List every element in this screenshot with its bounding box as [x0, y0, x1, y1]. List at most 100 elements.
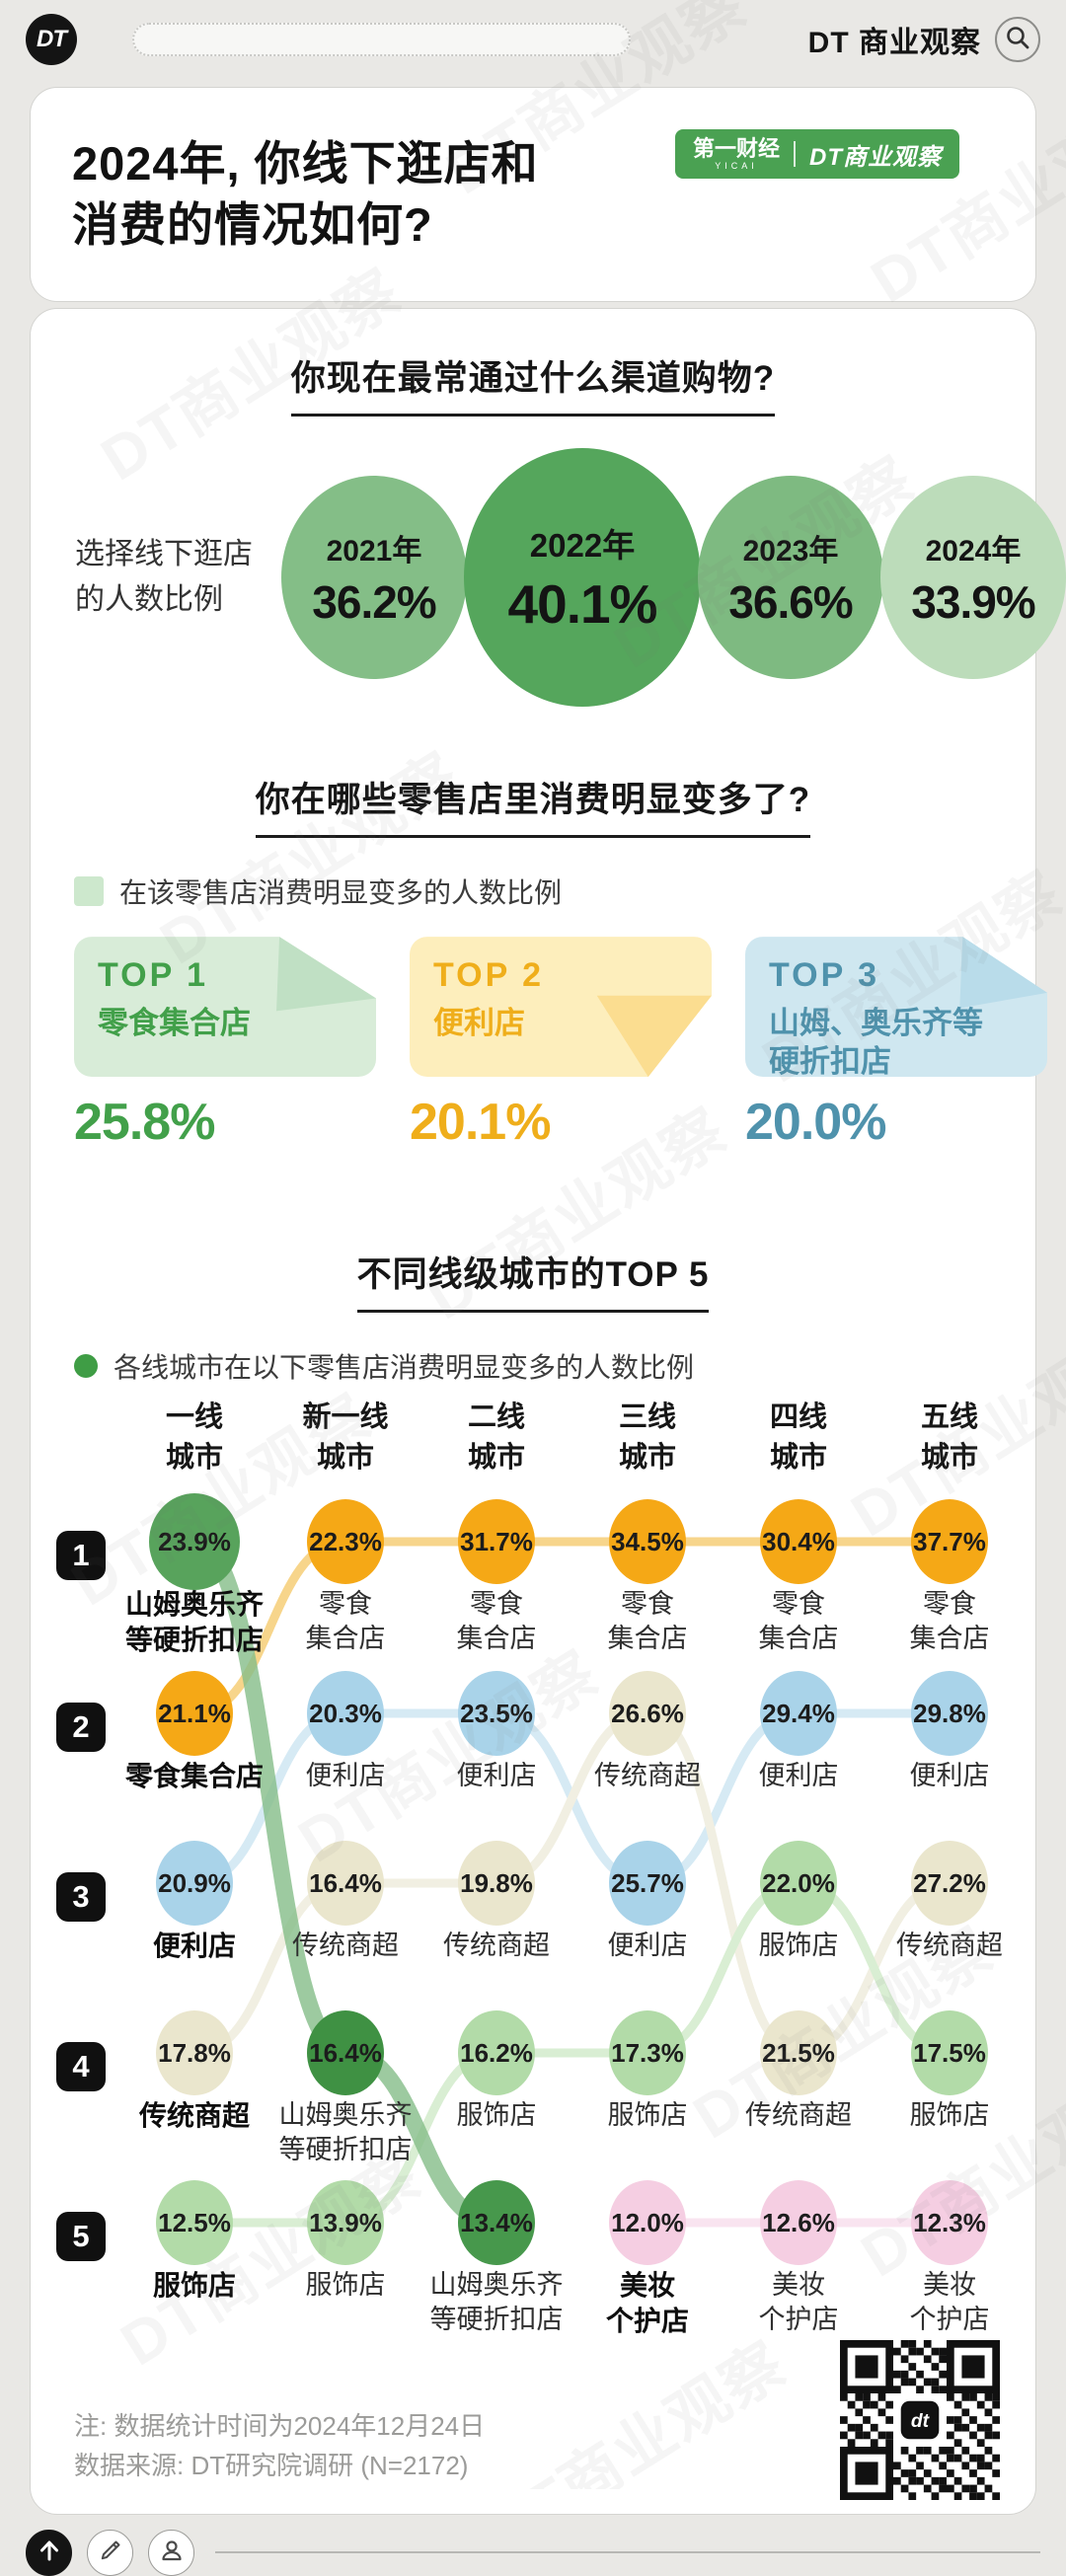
year-bubble: 2021年 36.2%	[281, 476, 467, 680]
bubble-year: 2022年	[529, 527, 636, 565]
bump-store-label: 便利店	[758, 1761, 839, 1791]
bubble-chart-side-label: 选择线下逛店 的人数比例	[75, 537, 253, 617]
legend-square-swatch	[74, 876, 104, 907]
bump-store-label: 便利店	[607, 1931, 688, 1961]
bump-circle: 17.3%	[609, 2010, 686, 2096]
bump-circle: 12.3%	[911, 2180, 988, 2266]
bump-store-label: 传统商超	[443, 1931, 550, 1961]
rank-badge: 5	[56, 2212, 106, 2262]
bump-circle: 23.9%	[149, 1493, 240, 1591]
store-name: 便利店	[433, 1006, 525, 1041]
bump-store-label: 山姆奥乐齐 等硬折扣店	[278, 2100, 413, 2165]
profile-icon	[157, 2536, 187, 2570]
page-title: 2024年, 你线下逛店和 消费的情况如何?	[72, 137, 539, 252]
bump-circle: 27.2%	[911, 1841, 988, 1927]
channel-bubble-chart: 选择线下逛店 的人数比例 2021年 36.2% 2022年 40.1% 2023年 36…	[31, 434, 1066, 720]
section2-heading: 你在哪些零售店里消费明显变多了?	[31, 772, 1035, 839]
city-tier-column-header: 二线 城市	[467, 1402, 525, 1474]
top-rank-value: 20.1%	[410, 1094, 551, 1152]
qr-code-image: dt	[840, 2339, 1000, 2500]
bump-store-label: 零食 集合店	[456, 1589, 537, 1654]
bump-circle: 31.7%	[458, 1499, 535, 1585]
bump-store-label: 零食 集合店	[758, 1589, 839, 1654]
bump-store-label: 传统商超	[594, 1761, 701, 1791]
bump-store-label: 传统商超	[292, 1931, 399, 1961]
toolbar-divider-line	[215, 2551, 1040, 2554]
publisher-badge: 第一财经 YICAI DT商业观察	[674, 129, 959, 179]
bump-store-label: 美妆 个护店	[758, 2270, 839, 2335]
bump-store-label: 便利店	[305, 1761, 386, 1791]
bubble-value: 33.9%	[911, 576, 1035, 629]
rank-badge: 1	[56, 1531, 106, 1581]
bump-store-label: 零食集合店	[124, 1761, 264, 1792]
bump-circle: 16.4%	[307, 1841, 384, 1927]
qr-code: dt	[840, 2339, 1000, 2500]
bump-circle: 21.1%	[156, 1671, 233, 1757]
city-tier-column-header: 一线 城市	[165, 1402, 223, 1474]
bump-circle: 20.9%	[156, 1841, 233, 1927]
footnote: 注: 数据统计时间为2024年12月24日 数据来源: DT研究院调研 (N=2…	[74, 2411, 486, 2481]
loading-placeholder	[132, 23, 631, 56]
bubble-value: 36.2%	[312, 576, 436, 629]
edit-button[interactable]	[87, 2529, 133, 2576]
section2-legend: 在该零售店消费明显变多的人数比例	[74, 871, 1035, 911]
year-bubble: 2023年 36.6%	[698, 476, 883, 680]
section3-heading: 不同线级城市的TOP 5	[31, 1247, 1035, 1314]
top-rank-value: 25.8%	[74, 1094, 215, 1152]
bump-store-label: 零食 集合店	[909, 1589, 990, 1654]
profile-button[interactable]	[148, 2529, 194, 2576]
store-name: 山姆、奥乐齐等 硬折扣店	[769, 1006, 983, 1078]
top-rank-label: TOP 2	[433, 956, 545, 995]
section3-legend: 各线城市在以下零售店消费明显变多的人数比例	[74, 1346, 1035, 1386]
bump-circle: 25.7%	[609, 1841, 686, 1927]
bump-store-label: 美妆 个护店	[909, 2270, 990, 2335]
rank-badge: 4	[56, 2042, 106, 2092]
bump-store-label: 零食 集合店	[607, 1589, 688, 1654]
back-to-top-button[interactable]	[26, 2529, 72, 2576]
bump-store-label: 服饰店	[909, 2100, 990, 2131]
title-card: 2024年, 你线下逛店和 消费的情况如何? 第一财经 YICAI DT商业观察	[30, 87, 1036, 303]
search-icon	[1003, 23, 1032, 57]
bump-store-label: 便利店	[909, 1761, 990, 1791]
bump-store-label: 服饰店	[305, 2270, 386, 2301]
bump-store-label: 山姆奥乐齐 等硬折扣店	[124, 1589, 264, 1656]
bump-circle: 29.8%	[911, 1671, 988, 1757]
city-tier-column-header: 三线 城市	[618, 1402, 676, 1474]
bottom-toolbar	[0, 2529, 1066, 2576]
store-name: 零食集合店	[98, 1006, 251, 1041]
search-button[interactable]	[995, 17, 1040, 62]
bump-circle: 30.4%	[760, 1499, 837, 1585]
svg-text:dt: dt	[911, 2410, 931, 2431]
top-rank-card: TOP 1 零食集合店 25.8%	[74, 937, 376, 1152]
top-rank-label: TOP 3	[769, 956, 880, 995]
city-tier-column-header: 四线 城市	[769, 1402, 827, 1474]
top3-cards: TOP 1 零食集合店 25.8% TOP 2 便利店 20.1% TOP 3 山姆、奥乐齐等…	[74, 937, 1047, 1152]
bump-rank-chart: 一线 城市 新一线 城市 二线 城市 三线 城市 四线 城市 五线 城市 1 2 3 4 5 23.9…	[31, 1394, 1035, 2349]
top-rank-value: 20.0%	[745, 1094, 886, 1152]
yicai-logo: 第一财经 YICAI	[692, 135, 780, 171]
bump-store-label: 传统商超	[896, 1931, 1003, 1961]
bump-store-label: 传统商超	[138, 2100, 250, 2132]
up-arrow-icon	[35, 2536, 64, 2570]
bump-circle: 34.5%	[609, 1499, 686, 1585]
bump-circle: 12.6%	[760, 2180, 837, 2266]
rank-badge: 2	[56, 1703, 106, 1753]
bump-circle: 17.8%	[156, 2010, 233, 2096]
city-tier-column-header: 五线 城市	[920, 1402, 978, 1474]
city-tier-column-header: 新一线 城市	[302, 1402, 389, 1474]
bump-store-label: 便利店	[152, 1931, 236, 1962]
bubble-year: 2024年	[925, 535, 1022, 568]
bump-circle: 22.0%	[760, 1841, 837, 1927]
bump-circle: 20.3%	[307, 1671, 384, 1757]
bump-circle: 23.5%	[458, 1671, 535, 1757]
bubble-year: 2023年	[742, 535, 839, 568]
bump-circle: 17.5%	[911, 2010, 988, 2096]
year-bubble: 2024年 33.9%	[880, 476, 1066, 680]
rank-badge: 3	[56, 1872, 106, 1923]
legend-text: 在该零售店消费明显变多的人数比例	[119, 877, 563, 909]
infographic-card: 你现在最常通过什么渠道购物? 选择线下逛店 的人数比例 2021年 36.2% 20…	[30, 308, 1066, 2515]
year-bubble: 2022年 40.1%	[464, 448, 701, 708]
dt-app-logo[interactable]: DT	[26, 14, 77, 65]
bump-store-label: 美妆 个护店	[605, 2270, 689, 2337]
bump-store-label: 服饰店	[758, 1931, 839, 1961]
